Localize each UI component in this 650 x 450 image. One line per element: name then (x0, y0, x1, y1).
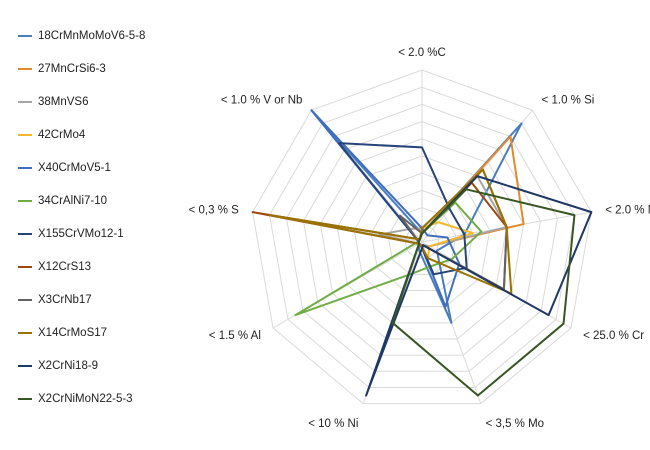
legend-label: 42CrMo4 (38, 129, 86, 141)
legend-label: 34CrAlNi7-10 (38, 195, 108, 207)
axis-label: < 1.5 % Al (209, 330, 261, 342)
radar-grid (252, 69, 592, 405)
legend-item: 27MnCrSi6-3 (18, 61, 106, 77)
grid-ring (252, 69, 592, 405)
legend-swatch (18, 398, 32, 400)
legend-swatch (18, 68, 32, 70)
axis-labels: < 2.0 %C < 1.0 % Si < 2.0 % Mn < 25.0 % Cr <… (189, 47, 650, 430)
legend-item: 38MnVS6 (18, 94, 89, 110)
radar-series (251, 109, 593, 397)
legend-swatch (18, 35, 32, 37)
grid-ring (302, 121, 542, 356)
legend-label: 27MnCrSi6-3 (38, 63, 106, 75)
axis-label: < 3,5 % Mo (486, 418, 544, 430)
legend-item: X2CrNiMoN22-5-3 (18, 391, 133, 407)
legend-swatch (18, 233, 32, 235)
series-line-x155crvmo12-1 (338, 142, 468, 276)
legend-label: 18CrMnMoMoV6-5-8 (38, 30, 146, 42)
legend-label: X14CrMoS17 (38, 327, 108, 339)
axis-label: < 1.0 % Si (542, 95, 595, 107)
grid-ring (370, 189, 474, 291)
legend-item: 18CrMnMoMoV6-5-8 (18, 28, 145, 44)
axis-label: < 0,3 % S (189, 205, 240, 217)
legend-swatch (18, 365, 32, 367)
legend-label: X12CrS13 (38, 261, 92, 273)
grid-ring (319, 138, 525, 340)
legend-swatch (18, 200, 32, 202)
legend-swatch (18, 332, 32, 334)
grid-ring (269, 86, 575, 388)
grid-ring (285, 103, 559, 372)
legend-label: X3CrNb17 (38, 294, 92, 306)
legend-swatch (18, 167, 32, 169)
axis-label: < 2.0 % Mn (605, 205, 650, 217)
axis-label: < 1.0 % V or Nb (221, 95, 303, 107)
legend-item: X3CrNb17 (18, 292, 92, 308)
legend-label: 38MnVS6 (38, 96, 89, 108)
series-line-x14crmos17 (268, 168, 513, 295)
legend-item: 34CrAlNi7-10 (18, 193, 107, 209)
legend-item: X14CrMoS17 (18, 325, 107, 341)
legend-swatch (18, 134, 32, 136)
legend-swatch (18, 101, 32, 103)
legend-label: X2CrNiMoN22-5-3 (38, 393, 133, 405)
legend-item: X40CrMoV5-1 (18, 160, 111, 176)
legend-label: X155CrVMo12-1 (38, 228, 124, 240)
axis-label: < 10 % Ni (308, 418, 358, 430)
legend-item: X2CrNi18-9 (18, 358, 98, 374)
legend-swatch (18, 299, 32, 301)
axis-label: < 25.0 % Cr (583, 330, 644, 342)
legend-label: X40CrMoV5-1 (38, 162, 111, 174)
legend-swatch (18, 266, 32, 268)
legend-item: X12CrS13 (18, 259, 91, 275)
axis-label: < 2.0 %C (398, 47, 446, 59)
legend-item: 42CrMo4 (18, 127, 85, 143)
legend-label: X2CrNi18-9 (38, 360, 99, 372)
legend-item: X155CrVMo12-1 (18, 226, 124, 242)
series-line-x2crnimon22-5-3 (391, 188, 576, 397)
